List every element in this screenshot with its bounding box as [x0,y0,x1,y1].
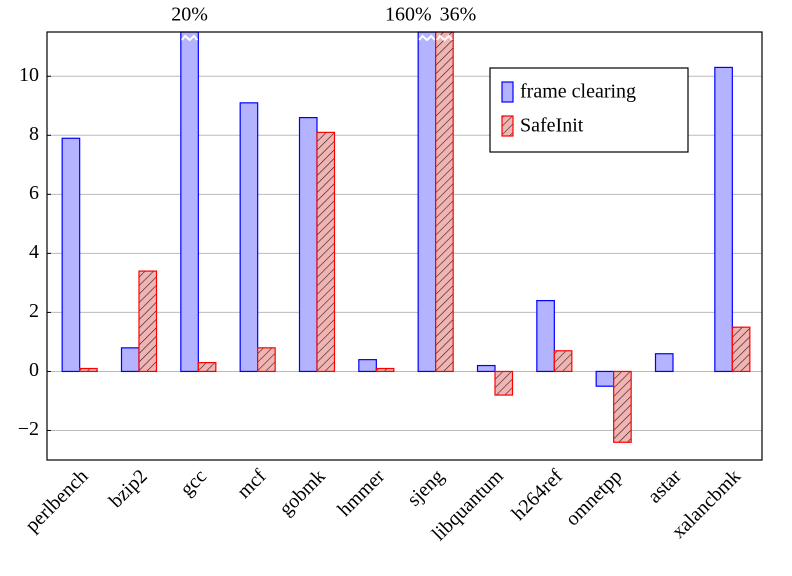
x-tick-label: mcf [233,465,271,503]
axis-break [418,34,436,42]
bar [654,353,674,373]
bar [180,31,199,373]
x-tick-label: h264ref [508,465,568,525]
y-tick-label: 0 [29,359,39,381]
x-tick-label: astar [644,465,686,507]
x-tick-label: sjeng [403,465,448,510]
bar [536,300,555,373]
bar [120,347,140,373]
axis-break [435,34,453,42]
legend-swatch [501,81,514,103]
legend-box [489,67,689,153]
x-tick-label: omnetpp [561,465,626,530]
bar [61,137,81,373]
bar [298,116,318,373]
x-tick-label: gobmk [275,465,330,520]
value-label: 160% [385,4,432,26]
x-tick-label: hmmer [333,465,389,521]
bar [138,270,158,373]
plot-frame [46,31,763,461]
axis-break [181,34,199,42]
bar [476,364,496,373]
x-tick-label: gcc [176,465,211,500]
value-label: 20% [171,4,208,26]
value-label: 36% [440,4,477,26]
bar [239,102,259,373]
legend-label: SafeInit [520,115,584,137]
bar [731,326,751,373]
y-tick-label: 10 [19,64,39,86]
y-tick-label: −2 [18,418,39,440]
bar [553,350,573,373]
x-tick-label: bzip2 [105,465,152,512]
y-tick-label: 8 [29,123,39,145]
bar [494,370,514,396]
x-tick-label: perlbench [21,465,92,536]
bar [435,31,454,373]
y-tick-label: 6 [29,182,39,204]
bar [358,359,377,373]
bar [316,131,336,373]
bar [79,367,98,373]
bar [197,361,217,373]
bar [714,66,733,373]
bar [257,347,276,373]
bar [417,31,437,373]
y-tick-label: 4 [29,241,39,263]
y-tick-label: 2 [29,300,39,322]
bar [595,370,615,387]
bar [613,370,632,443]
legend-label: frame clearing [520,81,636,103]
bar [375,367,395,373]
legend-swatch [501,115,514,137]
